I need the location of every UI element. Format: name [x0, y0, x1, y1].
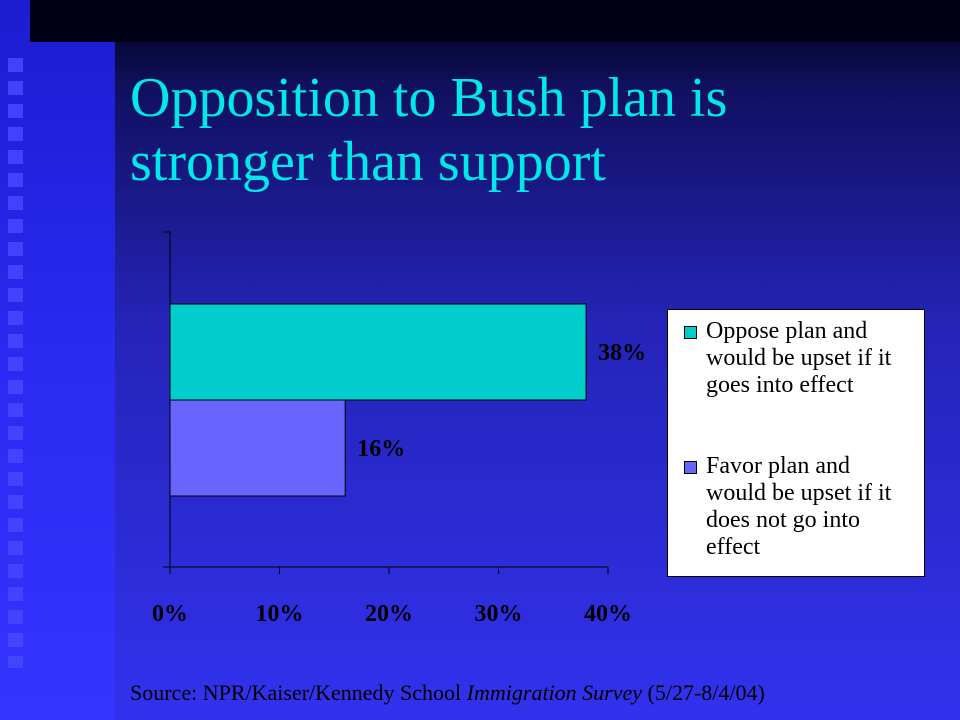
legend-oppose-line-2: would be upset if it: [706, 345, 892, 371]
legend-favor-line-4: effect: [706, 534, 761, 560]
data-label-favor: 16%: [357, 436, 405, 462]
title-line-1: Opposition to Bush plan is: [130, 67, 728, 129]
legend-label-favor: Favor plan and would be upset if it does…: [706, 453, 921, 561]
source-survey-name: Immigration Survey: [466, 680, 643, 705]
legend-label-oppose: Oppose plan and would be upset if it goe…: [706, 318, 921, 399]
legend-favor-line-1: Favor plan and: [706, 453, 850, 479]
x-tick-label: 20%: [365, 601, 413, 627]
x-tick-label: 10%: [256, 601, 304, 627]
source-note: Source: NPR/Kaiser/Kennedy School Immigr…: [130, 680, 950, 706]
legend-oppose-line-3: goes into effect: [706, 372, 854, 398]
legend-favor-line-2: would be upset if it: [706, 480, 892, 506]
x-tick-label: 0%: [152, 601, 188, 627]
bar-oppose: [169, 303, 587, 401]
legend-swatch-favor: [684, 461, 697, 474]
page-title: Opposition to Bush plan is stronger than…: [130, 66, 930, 194]
legend-favor-line-3: does not go into: [706, 507, 860, 533]
source-prefix: Source: NPR/Kaiser/Kennedy School: [130, 680, 467, 705]
chart-legend: Oppose plan and would be upset if it goe…: [667, 309, 925, 577]
legend-oppose-line-1: Oppose plan and: [706, 318, 868, 344]
title-line-2: stronger than support: [130, 131, 606, 193]
x-tick-label: 30%: [475, 601, 523, 627]
legend-swatch-oppose: [684, 326, 697, 339]
source-dates: (5/27-8/4/04): [642, 680, 765, 705]
bar-favor: [169, 399, 346, 497]
top-dark-band: [30, 0, 960, 42]
data-label-oppose: 38%: [598, 340, 646, 366]
decorative-squares: [0, 58, 30, 668]
x-tick-label: 40%: [584, 601, 632, 627]
